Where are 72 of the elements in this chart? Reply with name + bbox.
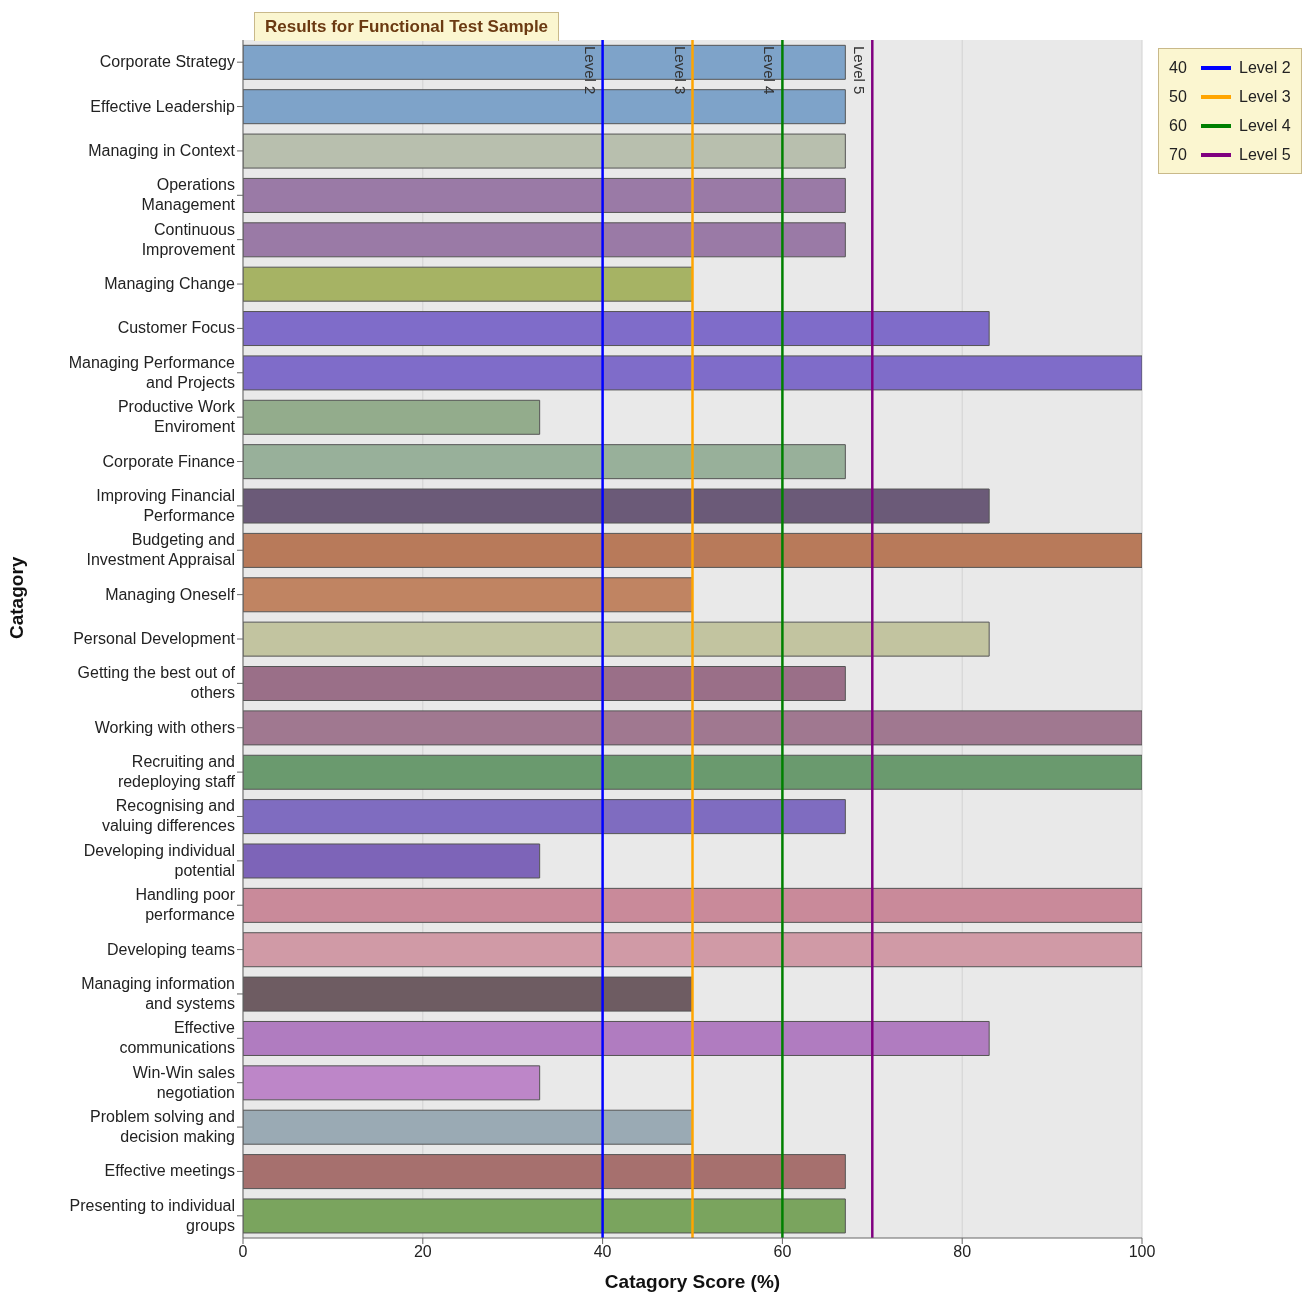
y-tick-label: Effective meetings [104, 1162, 235, 1180]
y-tick-label: Budgeting and Investment Appraisal [86, 531, 235, 569]
bar [243, 799, 846, 835]
bar [243, 621, 990, 657]
bar [243, 355, 1142, 391]
y-tick-label: Continuous Improvement [141, 220, 236, 258]
y-tick-label: Working with others [94, 718, 235, 736]
y-tick-label: Developing teams [106, 940, 235, 958]
bar [243, 1198, 846, 1234]
text: 50 [1169, 87, 1188, 106]
text: Level 3 [1239, 87, 1291, 105]
y-tick-label: Customer Focus [117, 319, 235, 337]
x-tick-label: 40 [593, 1243, 612, 1261]
bar [243, 710, 1142, 746]
ref-line-label: Level 5 [851, 46, 869, 95]
y-axis-title: Catagory [5, 556, 27, 639]
y-tick-label: Effective Leadership [90, 97, 236, 115]
y-tick-label: Productive Work Enviroment [117, 398, 236, 436]
bar [243, 843, 541, 879]
x-tick-label: 60 [773, 1243, 792, 1261]
x-tick-label: 20 [413, 1243, 432, 1261]
bar [243, 222, 846, 258]
x-tick-label: 100 [1128, 1243, 1156, 1261]
y-tick-label: Handling poor performance [135, 886, 236, 924]
y-tick-label: Managing Oneself [105, 585, 236, 603]
bar [243, 444, 846, 480]
x-tick-label: 0 [238, 1243, 248, 1261]
bar [243, 754, 1142, 790]
y-tick-label: Operations Management [141, 176, 236, 214]
bar [243, 133, 846, 169]
y-tick-label: Corporate Finance [102, 452, 236, 470]
ref-line-label: Level 4 [761, 46, 779, 95]
text: 60 [1169, 116, 1188, 135]
y-tick-label: Improving Financial Performance [96, 486, 236, 524]
text: Level 2 [1239, 58, 1291, 76]
bar [243, 577, 693, 613]
text: 40 [1169, 58, 1188, 77]
y-tick-label: Presenting to individual groups [69, 1196, 235, 1234]
y-tick-label: Personal Development [73, 630, 236, 647]
y-tick-label: Recognising and valuing differences [101, 797, 235, 835]
bar [243, 266, 693, 302]
y-tick-label: Managing information and systems [81, 974, 235, 1012]
bar [243, 1154, 846, 1190]
bar [243, 488, 990, 524]
bar [243, 311, 990, 347]
y-tick-label: Corporate Strategy [99, 53, 235, 71]
text: Level 4 [1239, 116, 1291, 134]
x-axis-title: Catagory Score (%) [604, 1271, 781, 1292]
ref-line-label: Level 3 [671, 46, 689, 95]
y-tick-label: Problem solving and decision making [90, 1108, 235, 1146]
x-tick-label: 80 [953, 1243, 972, 1261]
y-tick-label: Recruiting and redeploying staff [117, 753, 236, 791]
bar [243, 887, 1142, 923]
y-tick-label: Developing individual potential [83, 841, 235, 879]
y-tick-label: Managing in Context [88, 141, 236, 159]
y-tick-label: Effective communications [119, 1019, 236, 1057]
text: 70 [1169, 145, 1188, 164]
bar [243, 666, 846, 702]
bar [243, 399, 541, 435]
y-tick-label: Managing Change [104, 275, 236, 293]
bar [243, 1065, 541, 1101]
y-tick-label: Getting the best out of others [77, 664, 236, 702]
bar [243, 44, 846, 80]
bar [243, 532, 1142, 568]
bar [243, 932, 1142, 968]
y-tick-label: Managing Performance and Projects [68, 353, 236, 391]
ref-line-label: Level 2 [581, 46, 599, 95]
y-tick-label: Win-Win sales negotiation [132, 1063, 235, 1101]
bar [243, 1020, 990, 1056]
bar [243, 177, 846, 213]
text: Level 5 [1239, 145, 1291, 163]
bar [243, 1109, 693, 1145]
